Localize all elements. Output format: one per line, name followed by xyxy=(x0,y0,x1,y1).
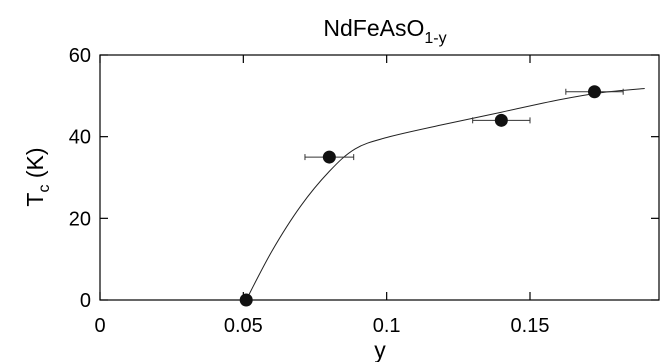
chart-title-subscript: 1-y xyxy=(424,30,446,47)
x-axis-title: y xyxy=(374,337,386,362)
data-points xyxy=(239,85,624,307)
y-tick-label: 20 xyxy=(69,208,91,230)
x-tick-label: 0.05 xyxy=(224,315,263,337)
x-tick-label: 0.15 xyxy=(511,315,550,337)
x-tick-label: 0.1 xyxy=(373,315,401,337)
y-axis-title: Tc (K) xyxy=(22,147,53,206)
plot-frame xyxy=(99,54,660,301)
chart-title: NdFeAsO1-y xyxy=(323,15,446,47)
y-axis-title-unit: (K) xyxy=(22,147,48,184)
data-point xyxy=(588,85,601,99)
y-tick-label: 40 xyxy=(69,127,91,149)
guide-curve xyxy=(245,88,645,301)
y-axis-ticks: 0 20 40 60 xyxy=(69,45,659,312)
data-point xyxy=(322,150,336,164)
chart-title-main: NdFeAsO xyxy=(323,15,424,41)
y-axis-title-main: T xyxy=(22,193,48,207)
y-tick-label: 60 xyxy=(69,45,91,67)
y-axis-title-subscript: c xyxy=(36,185,53,193)
data-point xyxy=(239,293,253,307)
data-point xyxy=(494,113,508,127)
y-tick-label: 0 xyxy=(80,290,91,312)
x-tick-label: 0 xyxy=(94,315,105,337)
x-axis-ticks: 0 0.05 0.1 0.15 xyxy=(94,55,549,337)
